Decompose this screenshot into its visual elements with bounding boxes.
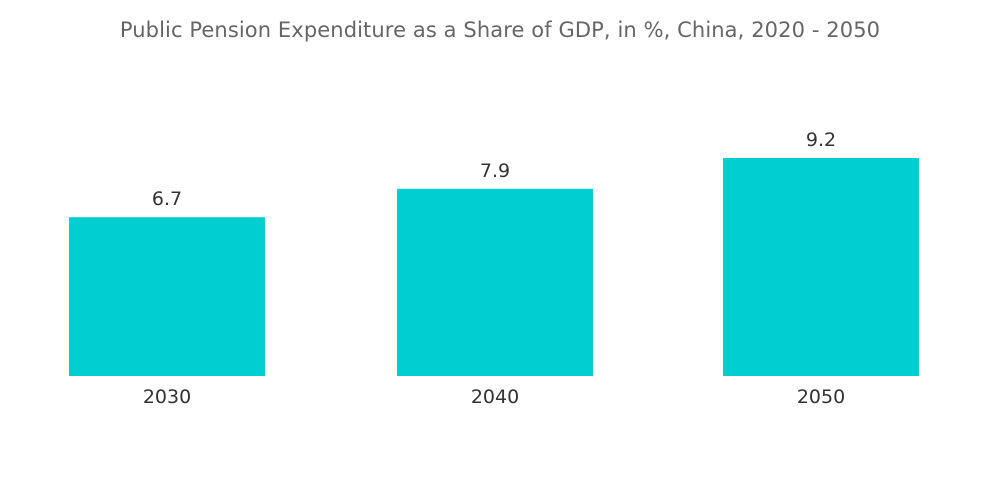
category-label-2030: 2030 — [143, 386, 191, 408]
bar-2050 — [723, 157, 919, 376]
bar-2030 — [69, 217, 265, 376]
value-label-2050: 9.2 — [806, 129, 836, 151]
category-label-2040: 2040 — [471, 386, 519, 408]
value-label-2040: 7.9 — [480, 160, 510, 182]
category-label-2050: 2050 — [797, 386, 845, 408]
bar-2040 — [397, 188, 593, 376]
chart-title: Public Pension Expenditure as a Share of… — [119, 18, 881, 42]
value-label-2030: 6.7 — [152, 188, 182, 210]
